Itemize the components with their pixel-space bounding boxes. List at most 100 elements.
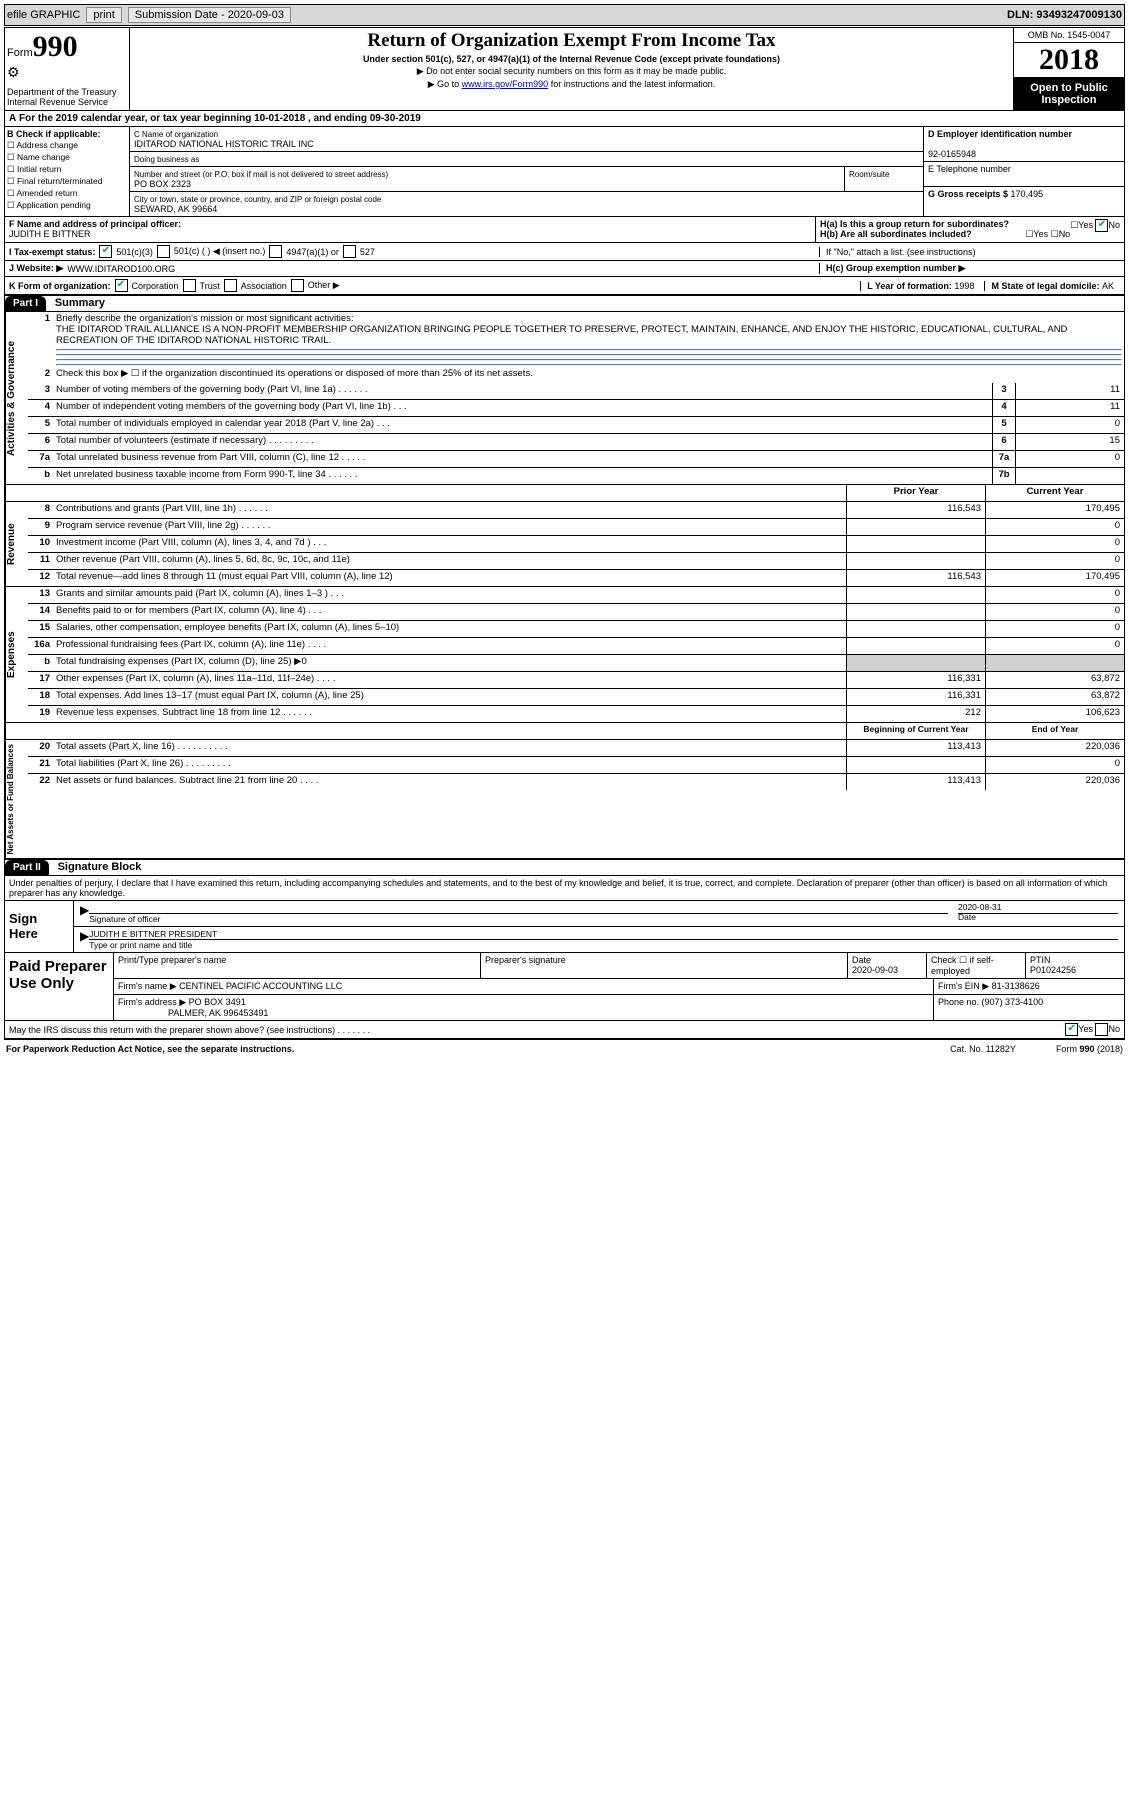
table-row: 9 Program service revenue (Part VIII, li… [28, 519, 1124, 536]
table-row: 10 Investment income (Part VIII, column … [28, 536, 1124, 553]
line-val: 11 [1015, 400, 1124, 416]
declaration: Under penalties of perjury, I declare th… [5, 876, 1124, 900]
side-revenue: Revenue [5, 502, 28, 586]
form-header: Form990 ⚙ Department of the Treasury Int… [5, 28, 1124, 111]
chk-amended[interactable]: ☐ Amended return [7, 188, 127, 199]
table-row: 11 Other revenue (Part VIII, column (A),… [28, 553, 1124, 570]
opt-corp: Corporation [132, 281, 179, 291]
dept-label: Department of the Treasury Internal Reve… [7, 87, 127, 107]
page-footer: For Paperwork Reduction Act Notice, see … [4, 1040, 1125, 1054]
chk-501c3[interactable] [99, 245, 112, 258]
table-row: 6 Total number of volunteers (estimate i… [28, 434, 1124, 451]
discuss-no-chk[interactable] [1095, 1023, 1108, 1036]
opt-501c: 501(c) ( ) ◀ (insert no.) [174, 246, 265, 257]
ha-yes[interactable]: Yes [1078, 220, 1093, 230]
gross-value: 170,495 [1011, 189, 1044, 199]
line-desc: Salaries, other compensation, employee b… [54, 621, 846, 637]
line-num: 14 [28, 604, 54, 620]
sign-here: Sign Here [5, 901, 74, 952]
ha-no-check[interactable] [1095, 219, 1108, 232]
line-desc: Number of voting members of the governin… [54, 383, 992, 399]
opt-4947: 4947(a)(1) or [286, 247, 339, 257]
line-desc: Net assets or fund balances. Subtract li… [54, 774, 846, 790]
line-desc: Total fundraising expenses (Part IX, col… [54, 655, 846, 671]
cell-current: 0 [985, 587, 1124, 603]
form-outer: Form990 ⚙ Department of the Treasury Int… [4, 27, 1125, 1040]
table-row: 4 Number of independent voting members o… [28, 400, 1124, 417]
table-row: 14 Benefits paid to or for members (Part… [28, 604, 1124, 621]
j-label: J Website: ▶ [9, 263, 63, 274]
chk-pending-label: Application pending [17, 200, 91, 210]
row-h: H(a) Is this a group return for subordin… [815, 217, 1124, 242]
cell-current: 220,036 [985, 774, 1124, 790]
gross-label: G Gross receipts $ [928, 189, 1011, 199]
chk-other[interactable] [291, 279, 304, 292]
dba-cell: Doing business as [130, 152, 923, 167]
side-netassets: Net Assets or Fund Balances [5, 740, 28, 858]
line-num: 4 [28, 400, 54, 416]
footer-left: For Paperwork Reduction Act Notice, see … [6, 1044, 294, 1054]
form990-link[interactable]: www.irs.gov/Form990 [462, 79, 549, 89]
cell-current: 0 [985, 621, 1124, 637]
cell-current: 0 [985, 604, 1124, 620]
part1-title: Summary [49, 295, 111, 311]
discuss-no: No [1108, 1024, 1120, 1034]
chk-pending[interactable]: ☐ Application pending [7, 200, 127, 211]
col-b-header: B Check if applicable: [7, 129, 127, 139]
ptin-label: PTIN [1030, 955, 1051, 965]
chk-assoc[interactable] [224, 279, 237, 292]
prep-date-label: Date [852, 955, 871, 965]
row-i: I Tax-exempt status: 501(c)(3) 501(c) ( … [5, 243, 1124, 261]
line-num: 22 [28, 774, 54, 790]
line-val: 0 [1015, 451, 1124, 467]
org-name-label: C Name of organization [134, 130, 218, 139]
footer-right: Form 990 (2018) [1056, 1044, 1123, 1054]
chk-501c[interactable] [157, 245, 170, 258]
line-num: 20 [28, 740, 54, 756]
firm-name: CENTINEL PACIFIC ACCOUNTING LLC [179, 981, 342, 991]
chk-trust[interactable] [183, 279, 196, 292]
chk-name[interactable]: ☐ Name change [7, 152, 127, 163]
chk-4947[interactable] [269, 245, 282, 258]
ein-label: D Employer identification number [928, 129, 1072, 139]
chk-527[interactable] [343, 245, 356, 258]
chk-initial[interactable]: ☐ Initial return [7, 164, 127, 175]
cell-current: 0 [985, 553, 1124, 569]
paid-block: Paid Preparer Use Only Print/Type prepar… [5, 953, 1124, 1021]
cell-current: 0 [985, 638, 1124, 654]
section-expenses: Expenses 13 Grants and similar amounts p… [5, 587, 1124, 723]
footer-cat: Cat. No. 11282Y [950, 1044, 1016, 1054]
col-b: B Check if applicable: ☐ Address change … [5, 127, 130, 216]
l1-num: 1 [28, 312, 54, 367]
table-row: 5 Total number of individuals employed i… [28, 417, 1124, 434]
line-num: 10 [28, 536, 54, 552]
hb-yes[interactable]: Yes [1033, 229, 1048, 239]
sig-date: 2020-08-31 [958, 902, 1118, 912]
table-row: 8 Contributions and grants (Part VIII, l… [28, 502, 1124, 519]
form-label: Form [7, 47, 33, 59]
hb-no[interactable]: No [1059, 229, 1071, 239]
chk-corp[interactable] [115, 279, 128, 292]
prep-sig-label: Preparer's signature [481, 953, 848, 978]
line-num: 15 [28, 621, 54, 637]
org-name: IDITAROD NATIONAL HISTORIC TRAIL INC [134, 139, 314, 149]
print-button[interactable]: print [86, 7, 121, 23]
discuss-yes: Yes [1078, 1024, 1093, 1034]
chk-address[interactable]: ☐ Address change [7, 140, 127, 151]
chk-final[interactable]: ☐ Final return/terminated [7, 176, 127, 187]
discuss-yes-chk[interactable] [1065, 1023, 1078, 1036]
table-row: 7a Total unrelated business revenue from… [28, 451, 1124, 468]
line-box: 7b [992, 468, 1015, 484]
header-right: OMB No. 1545-0047 2018 Open to Public In… [1013, 28, 1124, 110]
header-note2: ▶ Go to www.irs.gov/Form990 for instruct… [134, 79, 1009, 90]
form-title: Return of Organization Exempt From Incom… [134, 30, 1009, 52]
line-num: 12 [28, 570, 54, 586]
chk-address-label: Address change [17, 140, 78, 150]
prep-selfemp[interactable]: Check ☐ if self-employed [927, 953, 1026, 978]
l-label: L Year of formation: [867, 281, 954, 291]
form-subtitle: Under section 501(c), 527, or 4947(a)(1)… [134, 54, 1009, 64]
period-row: A For the 2019 calendar year, or tax yea… [5, 111, 1124, 127]
discuss-q: May the IRS discuss this return with the… [9, 1025, 370, 1035]
ptin-value: P01024256 [1030, 965, 1076, 975]
cell-prior [846, 553, 985, 569]
